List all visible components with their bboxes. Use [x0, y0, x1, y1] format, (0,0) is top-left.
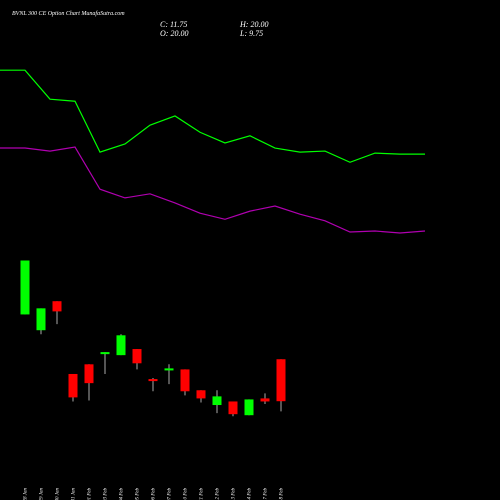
x-tick-label: 07 Feb [168, 488, 173, 500]
chart-title: BVNL 300 CE Option Chart MunafaSutra.com [12, 10, 125, 17]
x-tick-label: 30 Jan [56, 488, 61, 500]
candle-body [260, 398, 270, 402]
candle-body [212, 396, 222, 406]
average-line [0, 146, 426, 234]
x-tick-label: 28 Jan [24, 488, 29, 500]
candle-body [196, 390, 206, 399]
x-tick-label: 29 Jan [40, 488, 45, 500]
x-tick-label: 05 Feb [136, 488, 141, 500]
x-tick-label: 10 Feb [184, 488, 189, 500]
average-line [0, 69, 425, 163]
x-tick-label: 04 Feb [120, 488, 125, 500]
x-tick-label: 01 Feb [88, 488, 93, 500]
candle-body [164, 368, 174, 371]
candle-body [68, 373, 78, 398]
ohlc-high: H: 20.00 [239, 20, 268, 29]
candle-body [276, 359, 286, 402]
candle-body [84, 364, 94, 384]
x-tick-label: 11 Feb [200, 488, 205, 500]
candle-body [244, 399, 254, 416]
x-tick-label: 12 Feb [216, 488, 221, 500]
candle-body [100, 352, 110, 355]
x-tick-label: 06 Feb [152, 488, 157, 500]
ohlc-low: L: 9.75 [239, 29, 263, 38]
x-tick-label: 31 Jan [72, 488, 77, 500]
ohlc-close: C: 11.75 [160, 20, 187, 29]
candle-body [148, 379, 158, 382]
candle-body [36, 308, 46, 331]
x-tick-label: 18 Feb [280, 488, 285, 500]
candle-body [180, 369, 190, 392]
x-tick-label: 13 Feb [232, 488, 237, 500]
candle-body [20, 260, 30, 315]
candle-body [52, 301, 62, 312]
x-tick-label: 14 Feb [248, 488, 253, 500]
candle-body [116, 335, 126, 356]
ohlc-open: O: 20.00 [160, 29, 188, 38]
candle-body [132, 349, 142, 364]
x-tick-label: 03 Feb [104, 488, 109, 500]
candle-body [228, 401, 238, 415]
x-tick-label: 17 Feb [264, 488, 269, 500]
